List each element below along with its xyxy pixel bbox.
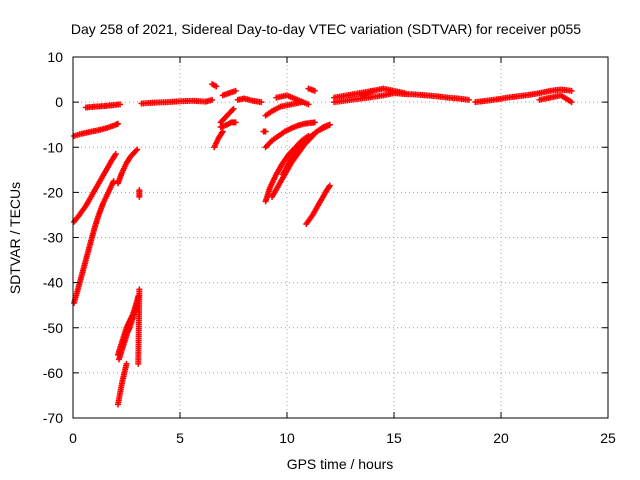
y-tick-label: -10 [43,139,63,155]
data-point [305,101,312,108]
x-tick-label: 10 [279,430,295,446]
data-point [219,128,226,135]
y-tick-label: -40 [43,275,63,291]
data-point [117,101,124,108]
data-point [135,293,142,300]
data-point [311,119,318,126]
data-point [230,105,237,112]
x-tick-label: 0 [69,430,77,446]
data-point [568,99,575,106]
ticks [72,56,609,419]
data-point [213,83,220,90]
data-point [134,146,141,153]
x-axis-label: GPS time / hours [287,456,394,472]
data-point [209,96,216,103]
data-point [465,96,472,103]
data-point [326,182,333,189]
data-point [232,119,239,126]
y-tick-label: 10 [47,49,63,65]
data-point [326,121,333,128]
data-point [311,87,318,94]
data-point [112,151,119,158]
y-tick-label: -60 [43,365,63,381]
data-points [71,81,575,408]
y-tick-label: -70 [43,410,63,426]
y-axis-label: SDTVAR / TECUs [7,182,23,294]
x-tick-label: 20 [493,430,509,446]
chart-title: Day 258 of 2021, Sidereal Day-to-day VTE… [71,21,581,37]
data-point [401,90,408,97]
y-tick-label: -30 [43,230,63,246]
grid [73,57,608,418]
data-point [133,147,140,154]
data-point [123,360,130,367]
x-tick-label: 25 [600,430,616,446]
data-point [568,87,575,94]
y-tick-label: -20 [43,184,63,200]
y-tick-labels: 10 0 -10 -20 -30 -40 -50 -60 -70 [43,49,63,426]
data-point [114,120,121,127]
data-point [135,360,142,367]
data-point [229,107,236,114]
data-point [136,193,143,200]
x-tick-label: 5 [176,430,184,446]
x-tick-labels: 0 5 10 15 20 25 [69,430,616,446]
data-point [369,87,376,94]
data-point [262,128,269,135]
y-tick-label: -50 [43,320,63,336]
x-tick-label: 15 [386,430,402,446]
y-tick-label: 0 [55,94,63,110]
data-point [232,87,239,94]
data-point [258,99,265,106]
